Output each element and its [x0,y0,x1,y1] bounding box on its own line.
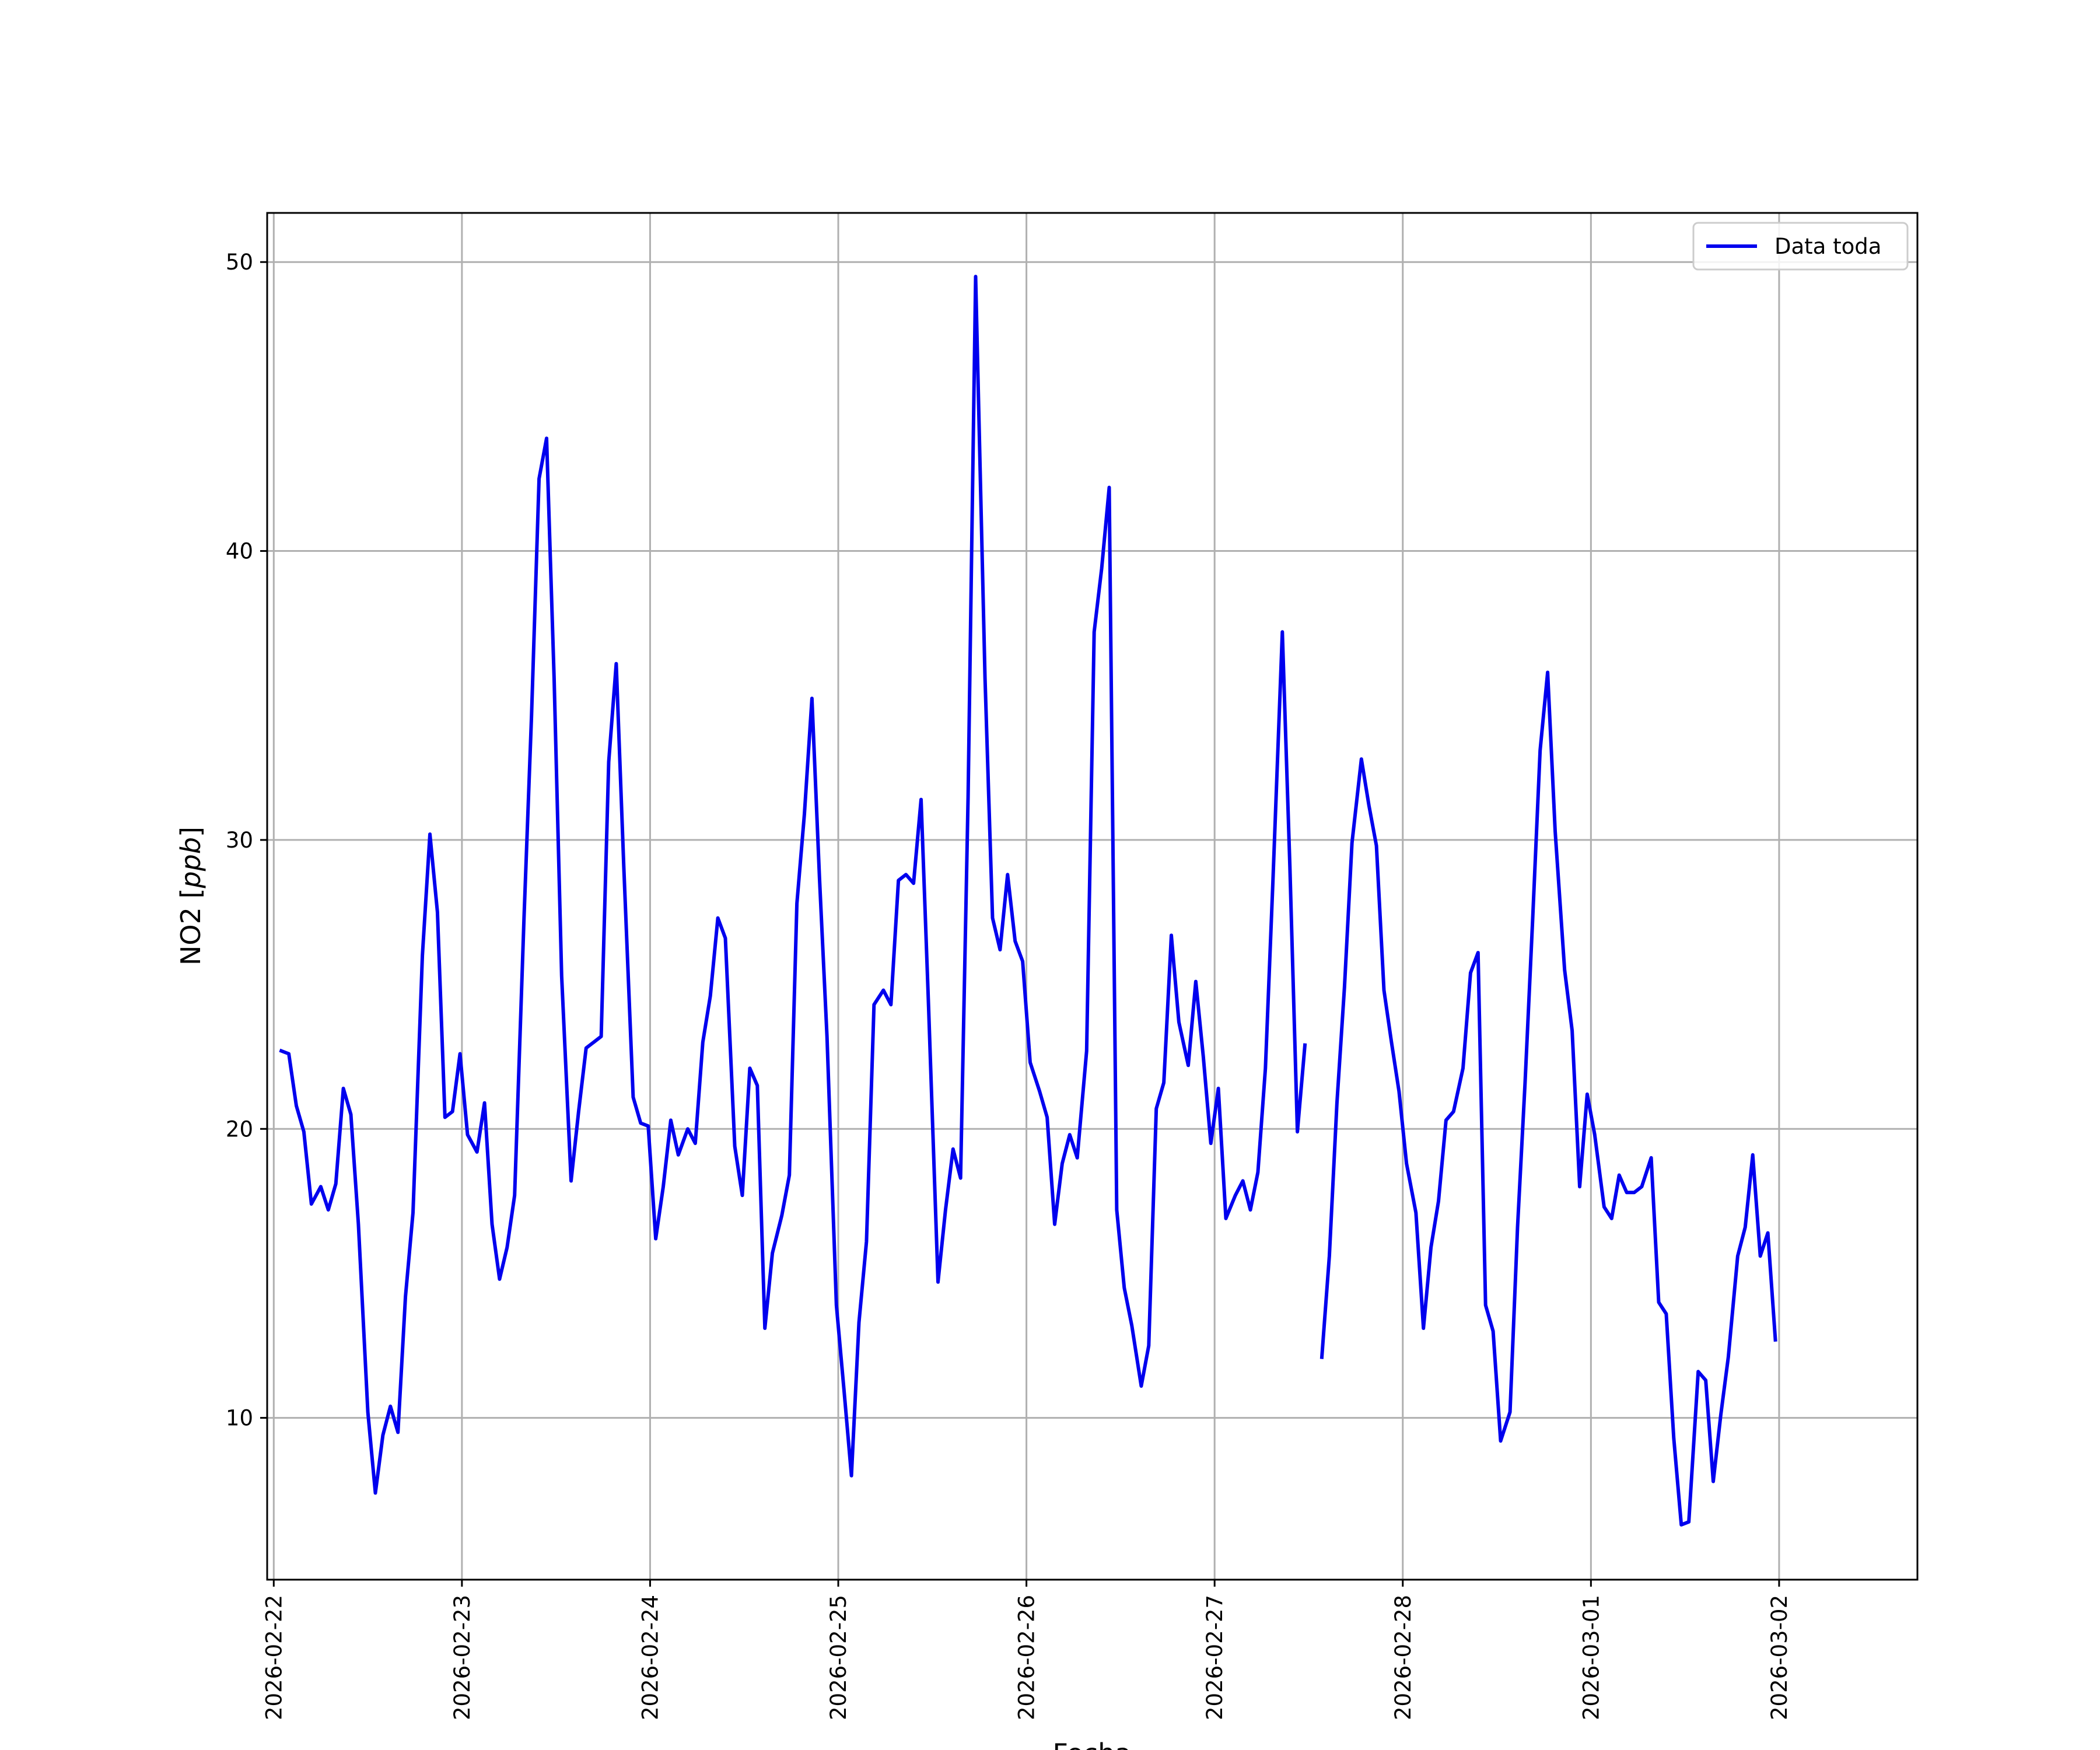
x-tick-label-4: 2026-02-26 [1014,1595,1040,1720]
x-tick-label-6: 2026-02-28 [1391,1595,1416,1720]
y-axis-title: NO2 [ppb] [175,827,206,965]
series-line-0-segment-0 [279,275,1307,1495]
legend-label: Data toda [1774,234,1881,259]
x-tick-label-8: 2026-03-02 [1767,1595,1792,1720]
data-series [279,275,1777,1527]
y-tick-label-1: 20 [226,1116,253,1142]
legend: Data toda [1692,222,1909,271]
y-axis-title-main: NO2 [ [175,888,206,965]
y-axis-ticks: 10 20 30 40 50 [226,250,267,1431]
series-line-0-segment-1 [1320,670,1777,1527]
y-tick-label-0: 10 [226,1406,253,1431]
x-axis-ticks: 2026-02-22 2026-02-23 2026-02-24 2026-02-25… [261,1580,1792,1720]
x-tick-label-7: 2026-03-01 [1578,1595,1604,1720]
x-axis-title: Fecha [1053,1738,1132,1750]
y-axis-title-unit: ppb [175,837,206,889]
plot-frame [266,212,1919,1581]
y-axis-title-close: ] [175,827,206,837]
y-tick-label-4: 50 [226,250,253,275]
y-tick-label-2: 30 [226,828,253,853]
grid-lines [267,213,1917,1580]
x-tick-label-3: 2026-02-25 [826,1595,851,1720]
x-tick-label-0: 2026-02-22 [261,1595,286,1720]
plot-area [267,213,1917,1580]
y-tick-label-3: 40 [226,539,253,564]
legend-box [1692,222,1909,271]
x-tick-label-1: 2026-02-23 [450,1595,475,1720]
x-tick-label-2: 2026-02-24 [638,1595,663,1720]
x-tick-label-5: 2026-02-27 [1202,1595,1227,1720]
